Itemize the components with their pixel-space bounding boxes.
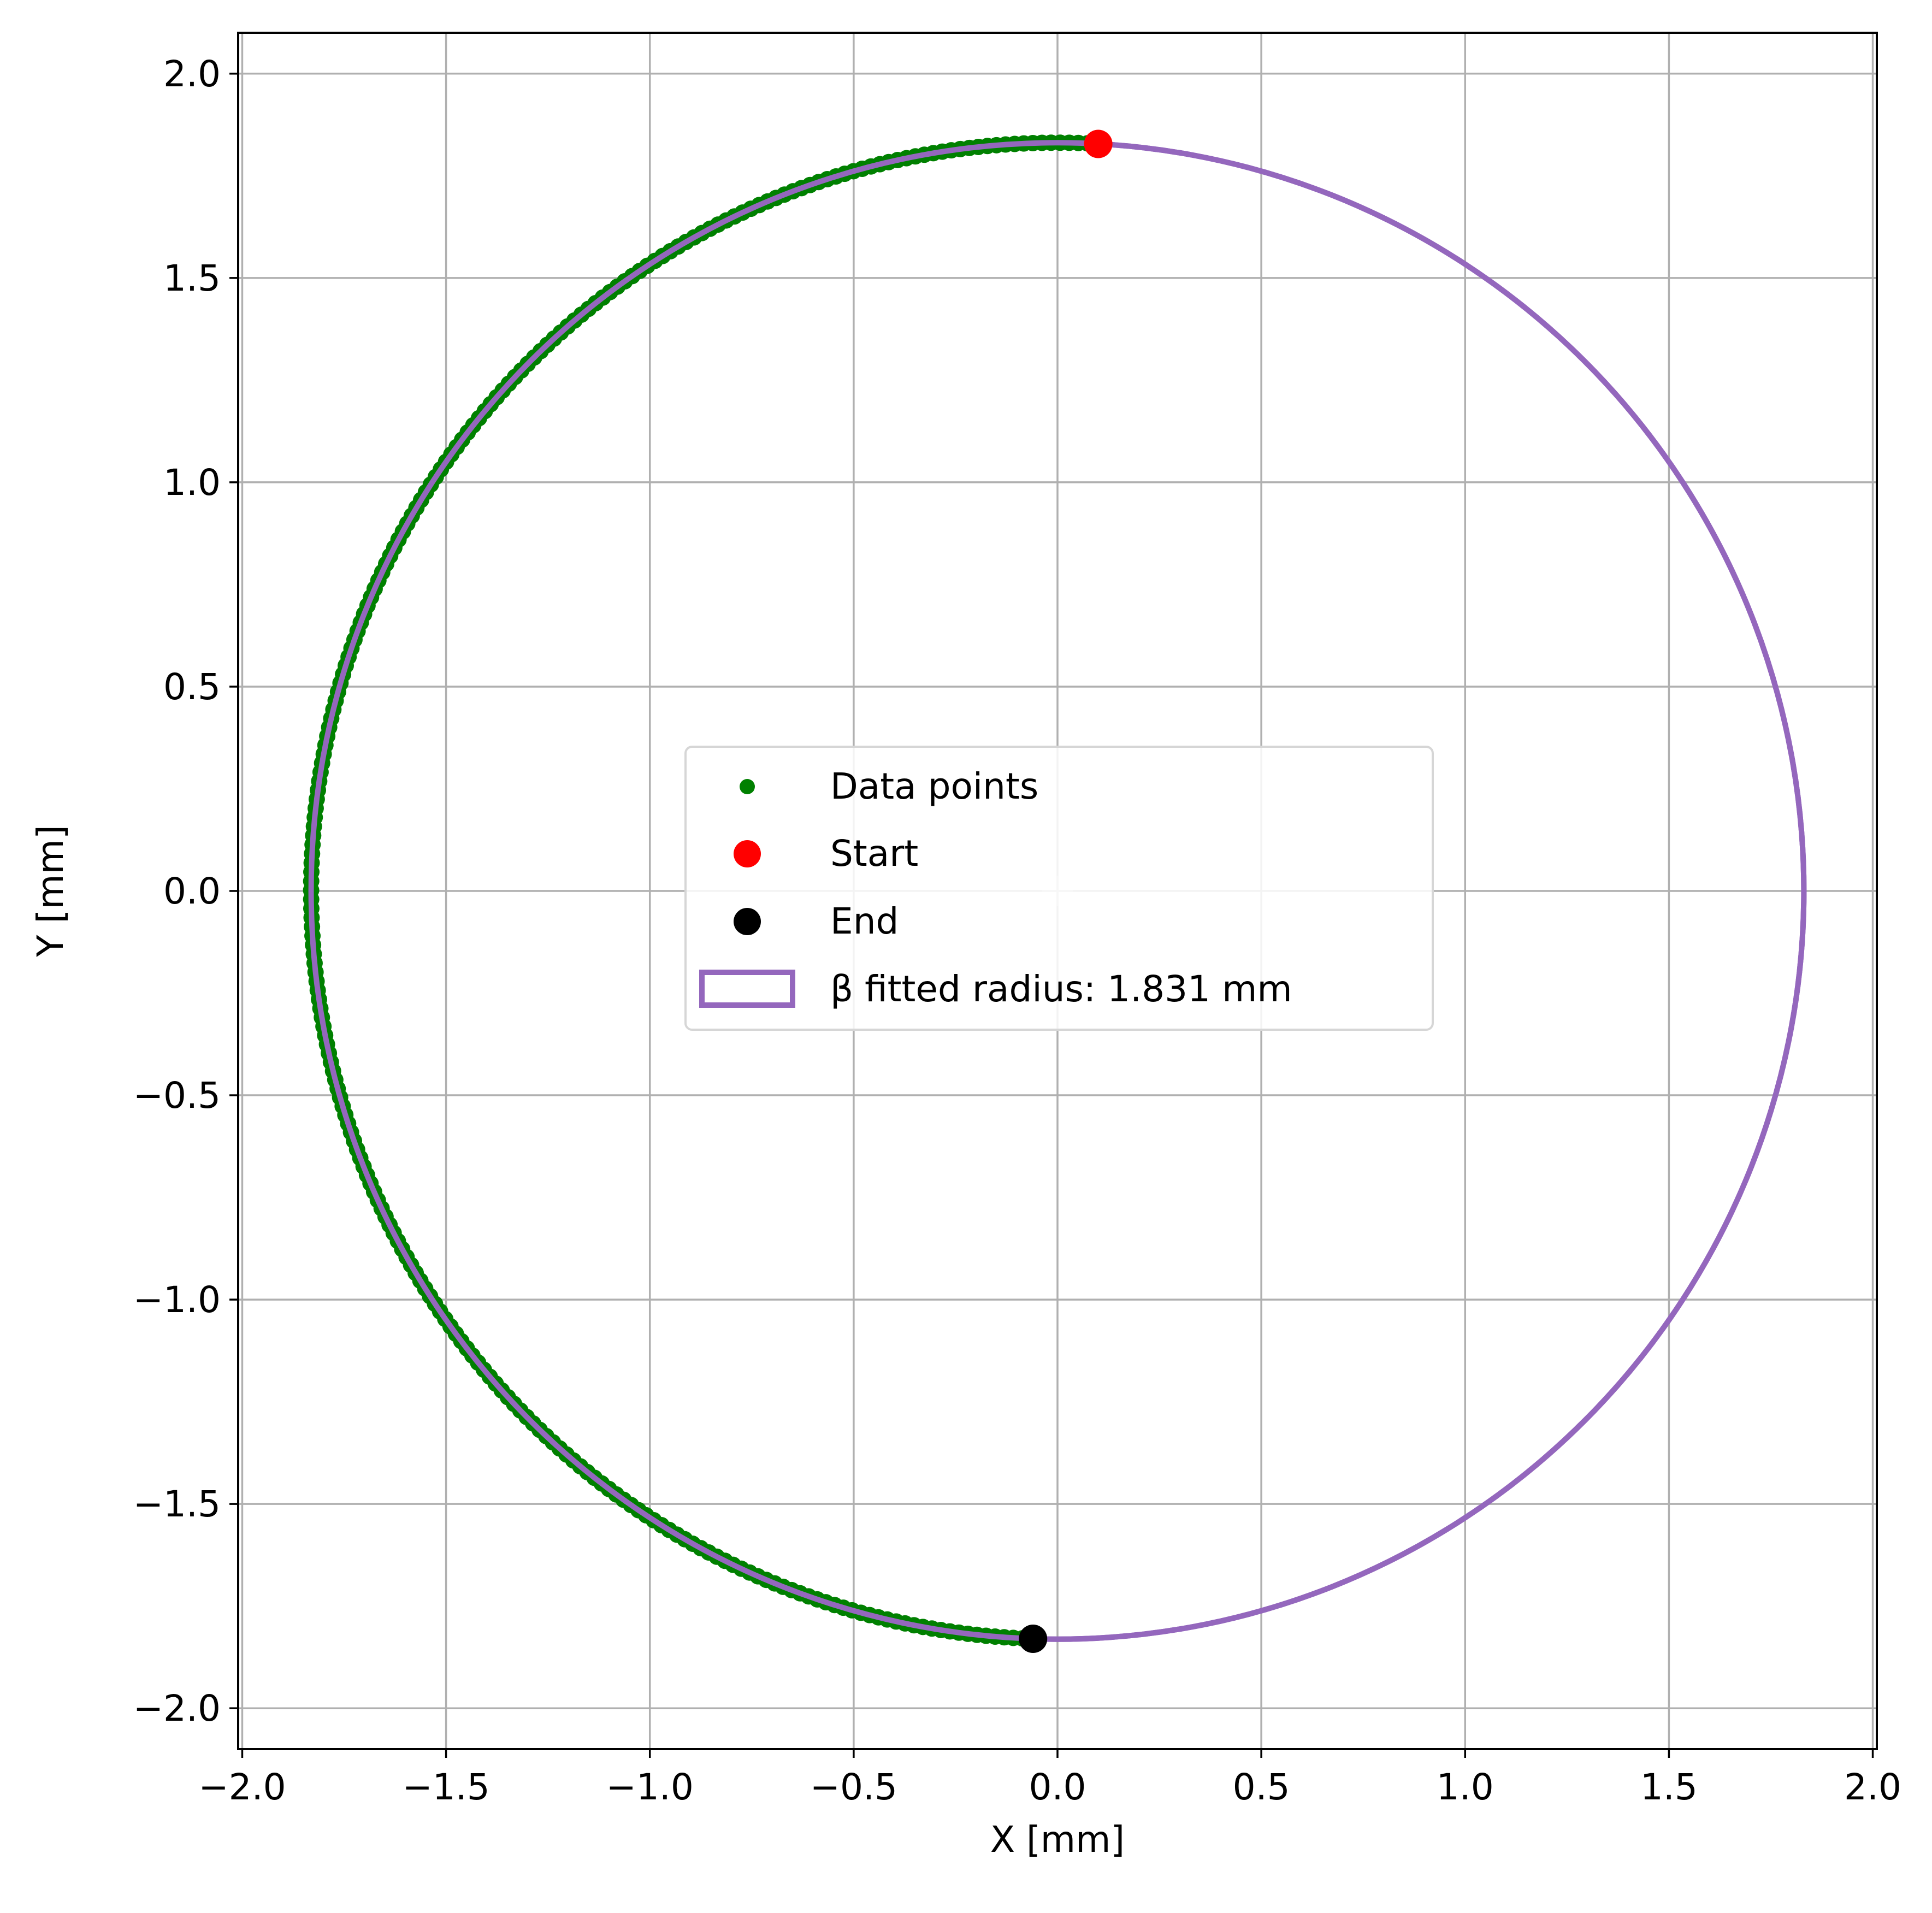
y-tick-label: 1.5 [163,257,221,299]
fitted-circle-overlay [308,140,1807,1642]
legend-start-label: Start [830,832,918,875]
y-tick-label: −0.5 [133,1074,221,1117]
y-axis-label: Y [mm] [29,825,72,957]
y-tick-label: 0.5 [163,666,221,708]
start-marker [1084,129,1113,158]
x-tick-label: 1.5 [1640,1766,1698,1808]
legend-data-points-marker [740,779,755,794]
y-tick-label: 1.0 [163,462,221,504]
legend-start-marker [734,840,761,867]
legend-fit-swatch [699,970,795,1008]
x-tick-label: −0.5 [810,1766,897,1808]
x-tick-label: 0.5 [1233,1766,1290,1808]
x-tick-label: 0.0 [1029,1766,1086,1808]
x-axis-label: X [mm] [990,1818,1125,1861]
legend-box [684,746,1434,1031]
data-points-layer [303,134,1807,1647]
x-tick-label: 1.0 [1437,1766,1494,1808]
legend-end-marker [734,908,761,935]
y-tick-label: −1.0 [133,1279,221,1321]
legend-data-points-label: Data points [830,765,1038,807]
legend: Data points Start End β fitted radius: 1… [684,746,1434,1031]
x-tick-label: −2.0 [198,1766,286,1808]
y-tick-label: −1.5 [133,1483,221,1525]
ticks: −2.0 −1.5 −1.0 −0.5 0.0 0.5 1.0 1.5 2.0 2.0 1.5 1.0… [133,53,1901,1808]
y-tick-label: 2.0 [163,53,221,95]
end-marker [1019,1625,1048,1654]
x-tick-label: −1.5 [402,1766,489,1808]
x-tick-label: −1.0 [606,1766,694,1808]
legend-fit-label: β fitted radius: 1.831 mm [830,968,1292,1010]
x-tick-label: 2.0 [1844,1766,1901,1808]
y-tick-label: 0.0 [163,870,221,912]
legend-end-label: End [830,900,899,942]
y-tick-label: −2.0 [133,1687,221,1729]
